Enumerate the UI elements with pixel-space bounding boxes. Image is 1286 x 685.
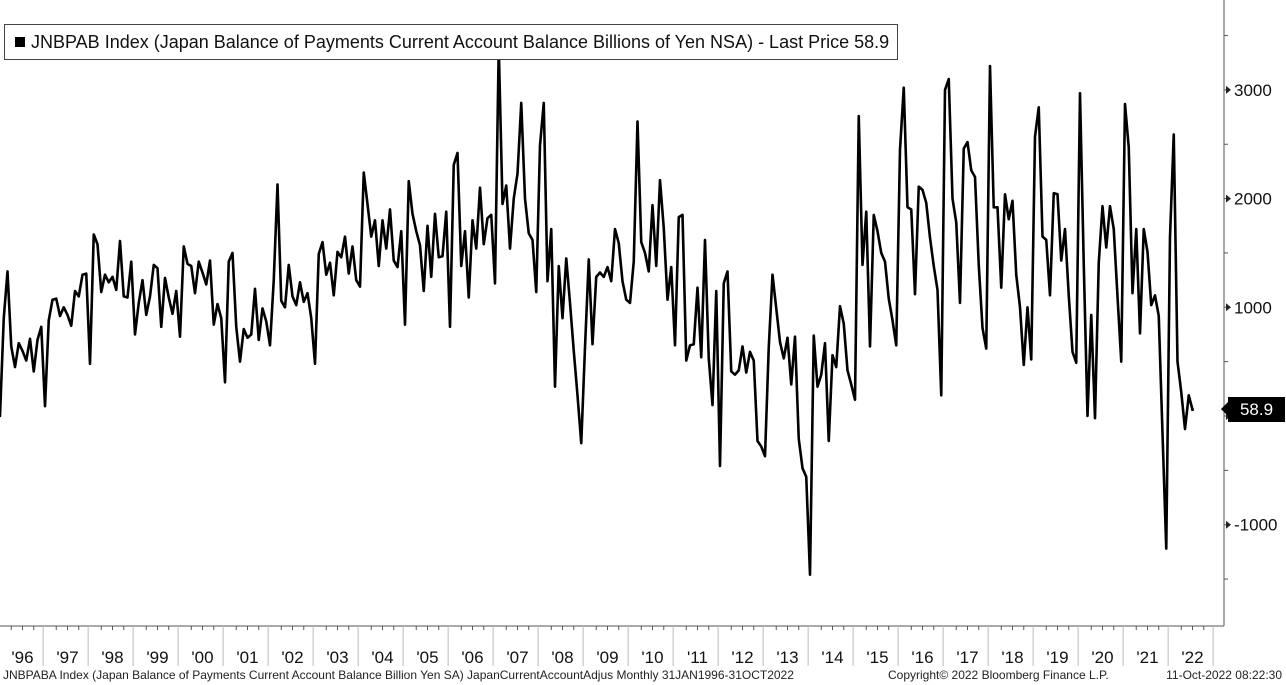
footer-copyright: Copyright© 2022 Bloomberg Finance L.P. [888, 668, 1109, 682]
x-tick-label: '20 [1091, 648, 1113, 667]
x-tick-label: '04 [371, 648, 393, 667]
x-tick-label: '21 [1136, 648, 1158, 667]
x-tick-label: '09 [596, 648, 618, 667]
x-tick-label: '97 [56, 648, 78, 667]
x-tick-label: '03 [326, 648, 348, 667]
x-tick-label: '14 [821, 648, 843, 667]
y-tick-marker [1226, 303, 1231, 312]
x-tick-label: '00 [191, 648, 213, 667]
x-tick-label: '16 [911, 648, 933, 667]
y-tick-label: 1000 [1234, 298, 1272, 317]
chart-legend: JNBPAB Index (Japan Balance of Payments … [4, 24, 899, 60]
x-tick-label: '02 [281, 648, 303, 667]
y-tick-label: 3000 [1234, 81, 1272, 100]
x-tick-label: '96 [11, 648, 33, 667]
last-price-point [1191, 408, 1194, 412]
x-tick-label: '98 [101, 648, 123, 667]
x-tick-label: '01 [236, 648, 258, 667]
x-tick-label: '11 [687, 648, 708, 667]
y-tick-label: -1000 [1234, 516, 1277, 535]
x-tick-label: '12 [731, 648, 753, 667]
x-tick-label: '18 [1001, 648, 1023, 667]
legend-text: JNBPAB Index (Japan Balance of Payments … [31, 31, 890, 52]
x-tick-label: '13 [776, 648, 798, 667]
x-tick-label: '22 [1181, 648, 1203, 667]
x-tick-label: '06 [461, 648, 483, 667]
y-tick-marker [1226, 520, 1231, 529]
footer-description: JNBPABA Index (Japan Balance of Payments… [3, 668, 794, 682]
x-tick-label: '05 [416, 648, 438, 667]
y-tick-marker [1226, 85, 1231, 94]
y-tick-label: 2000 [1234, 190, 1272, 209]
x-tick-label: '19 [1046, 648, 1068, 667]
x-tick-label: '99 [146, 648, 168, 667]
y-tick-marker [1226, 194, 1231, 203]
x-tick-label: '17 [956, 648, 978, 667]
series-line-jnbpab [0, 45, 1194, 577]
x-tick-label: '15 [866, 648, 888, 667]
x-tick-label: '10 [641, 648, 663, 667]
footer-timestamp: 11-Oct-2022 08:22:30 [1166, 668, 1282, 682]
last-price-badge: 58.9 [1221, 397, 1285, 422]
x-tick-label: '07 [506, 648, 528, 667]
legend-swatch-icon [15, 37, 25, 47]
x-tick-label: '08 [551, 648, 573, 667]
